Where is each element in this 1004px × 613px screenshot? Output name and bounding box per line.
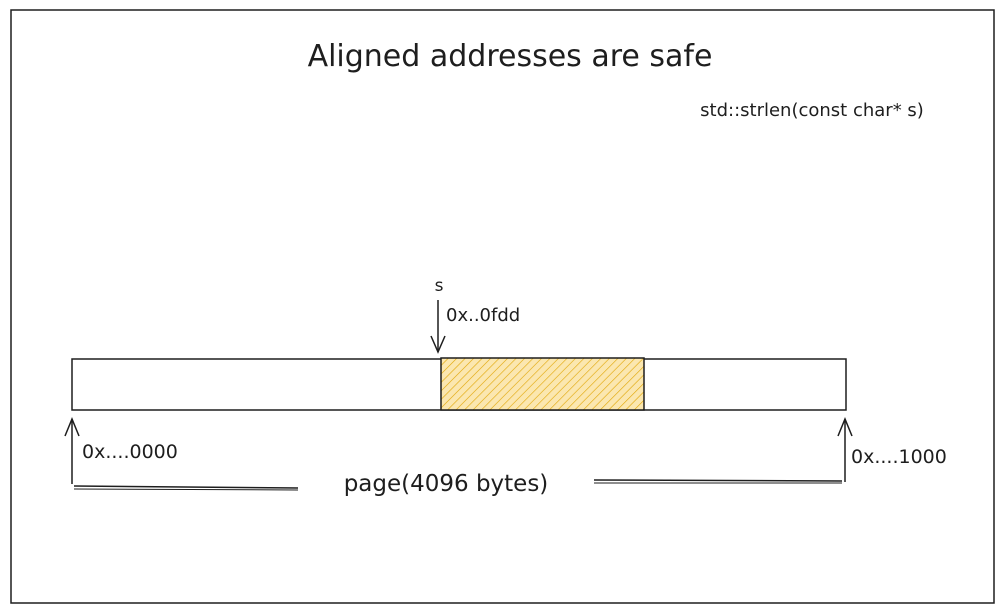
- diagram-title: Aligned addresses are safe: [308, 39, 713, 74]
- outer-frame: [10, 9, 995, 604]
- end-arrow-head: [837, 417, 853, 437]
- start-address-label: 0x....0000: [82, 441, 178, 463]
- page-span-line-left-2: [73, 488, 299, 491]
- pointer-arrow-head: [430, 335, 446, 354]
- function-signature: std::strlen(const char* s): [700, 100, 924, 121]
- pointer-name-label: s: [435, 276, 444, 296]
- highlighted-region: [440, 357, 645, 411]
- start-arrow-head: [64, 417, 80, 437]
- end-address-label: 0x....1000: [851, 446, 947, 468]
- page-size-label: page(4096 bytes): [344, 471, 549, 497]
- page-span-line-right: [593, 479, 843, 482]
- pointer-address-label: 0x..0fdd: [446, 305, 520, 326]
- page-span-line-left: [73, 485, 299, 489]
